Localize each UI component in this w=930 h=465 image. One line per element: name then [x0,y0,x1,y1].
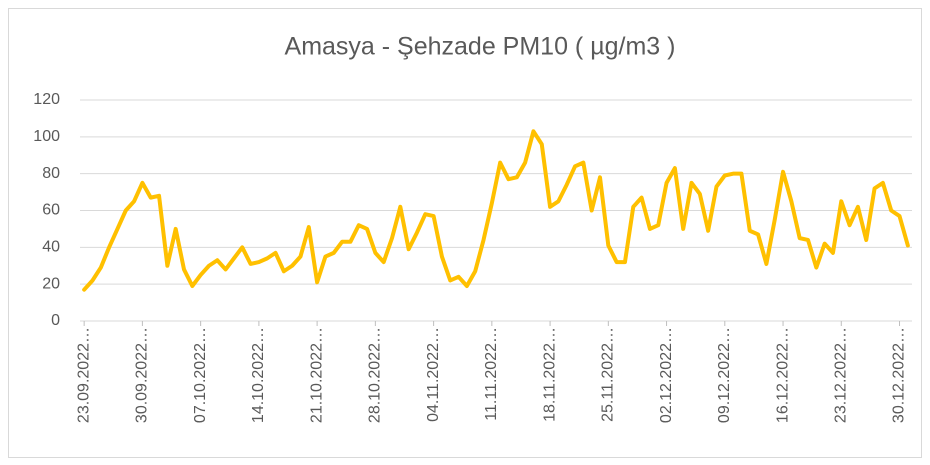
x-tick-label: 25.11.2022… [600,327,617,422]
x-tick-label: 30.12.2022… [891,327,908,423]
x-tick-label: 07.10.2022… [192,327,209,423]
y-tick-label: 20 [42,275,60,292]
x-tick-label: 23.09.2022… [75,327,92,423]
y-tick-label: 0 [51,312,60,329]
x-tick-label: 02.12.2022… [658,327,675,423]
x-tick-label: 23.12.2022… [832,327,849,423]
y-tick-label: 40 [42,239,60,256]
y-tick-label: 60 [42,202,60,219]
x-tick-label: 16.12.2022… [774,327,791,423]
chart-title: Amasya - Şehzade PM10 ( µg/m3 ) [285,33,676,61]
y-tick-label: 100 [33,128,60,145]
x-tick-label: 21.10.2022… [308,327,325,423]
x-tick-label: 11.11.2022… [483,327,500,421]
chart-border [8,8,922,458]
y-tick-label: 120 [33,91,60,108]
x-tick-label: 28.10.2022… [367,327,384,423]
y-tick-label: 80 [42,165,60,182]
x-tick-label: 18.11.2022… [541,327,558,422]
data-line [82,129,910,292]
x-tick-label: 09.12.2022… [716,327,733,423]
x-tick-label: 04.11.2022… [425,327,442,422]
x-tick-label: 14.10.2022… [250,327,267,423]
x-tick-label: 30.09.2022… [134,327,151,423]
